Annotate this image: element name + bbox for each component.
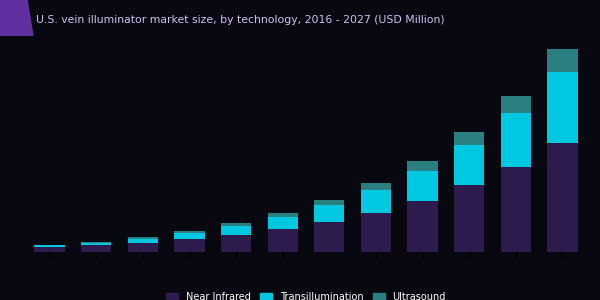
Text: U.S. vein illuminator market size, by technology, 2016 - 2027 (USD Million): U.S. vein illuminator market size, by te… [36, 15, 445, 25]
Bar [268, 229, 298, 252]
Bar [34, 245, 65, 247]
Bar [81, 243, 112, 245]
Bar [454, 185, 484, 252]
Bar [454, 132, 484, 145]
Bar [175, 233, 205, 239]
Bar [81, 245, 112, 252]
Bar [314, 200, 344, 205]
Bar [500, 96, 531, 113]
Bar [81, 242, 112, 243]
Bar [314, 205, 344, 222]
Bar [314, 222, 344, 252]
Bar [407, 171, 437, 201]
Bar [454, 145, 484, 185]
Bar [547, 49, 578, 72]
Bar [221, 226, 251, 235]
Bar [500, 167, 531, 252]
Bar [34, 247, 65, 252]
Bar [407, 201, 437, 252]
Legend: Near Infrared, Transillumination, Ultrasound: Near Infrared, Transillumination, Ultras… [162, 288, 450, 300]
Polygon shape [0, 0, 33, 36]
Bar [547, 72, 578, 143]
Bar [407, 161, 437, 171]
Bar [361, 190, 391, 213]
Bar [128, 238, 158, 243]
Bar [547, 143, 578, 252]
Bar [128, 243, 158, 252]
Bar [175, 231, 205, 233]
Bar [128, 237, 158, 238]
Bar [500, 113, 531, 166]
Bar [221, 235, 251, 252]
Bar [268, 217, 298, 229]
Bar [221, 223, 251, 226]
Bar [361, 213, 391, 252]
Bar [361, 184, 391, 190]
Bar [268, 213, 298, 217]
Bar [175, 239, 205, 252]
